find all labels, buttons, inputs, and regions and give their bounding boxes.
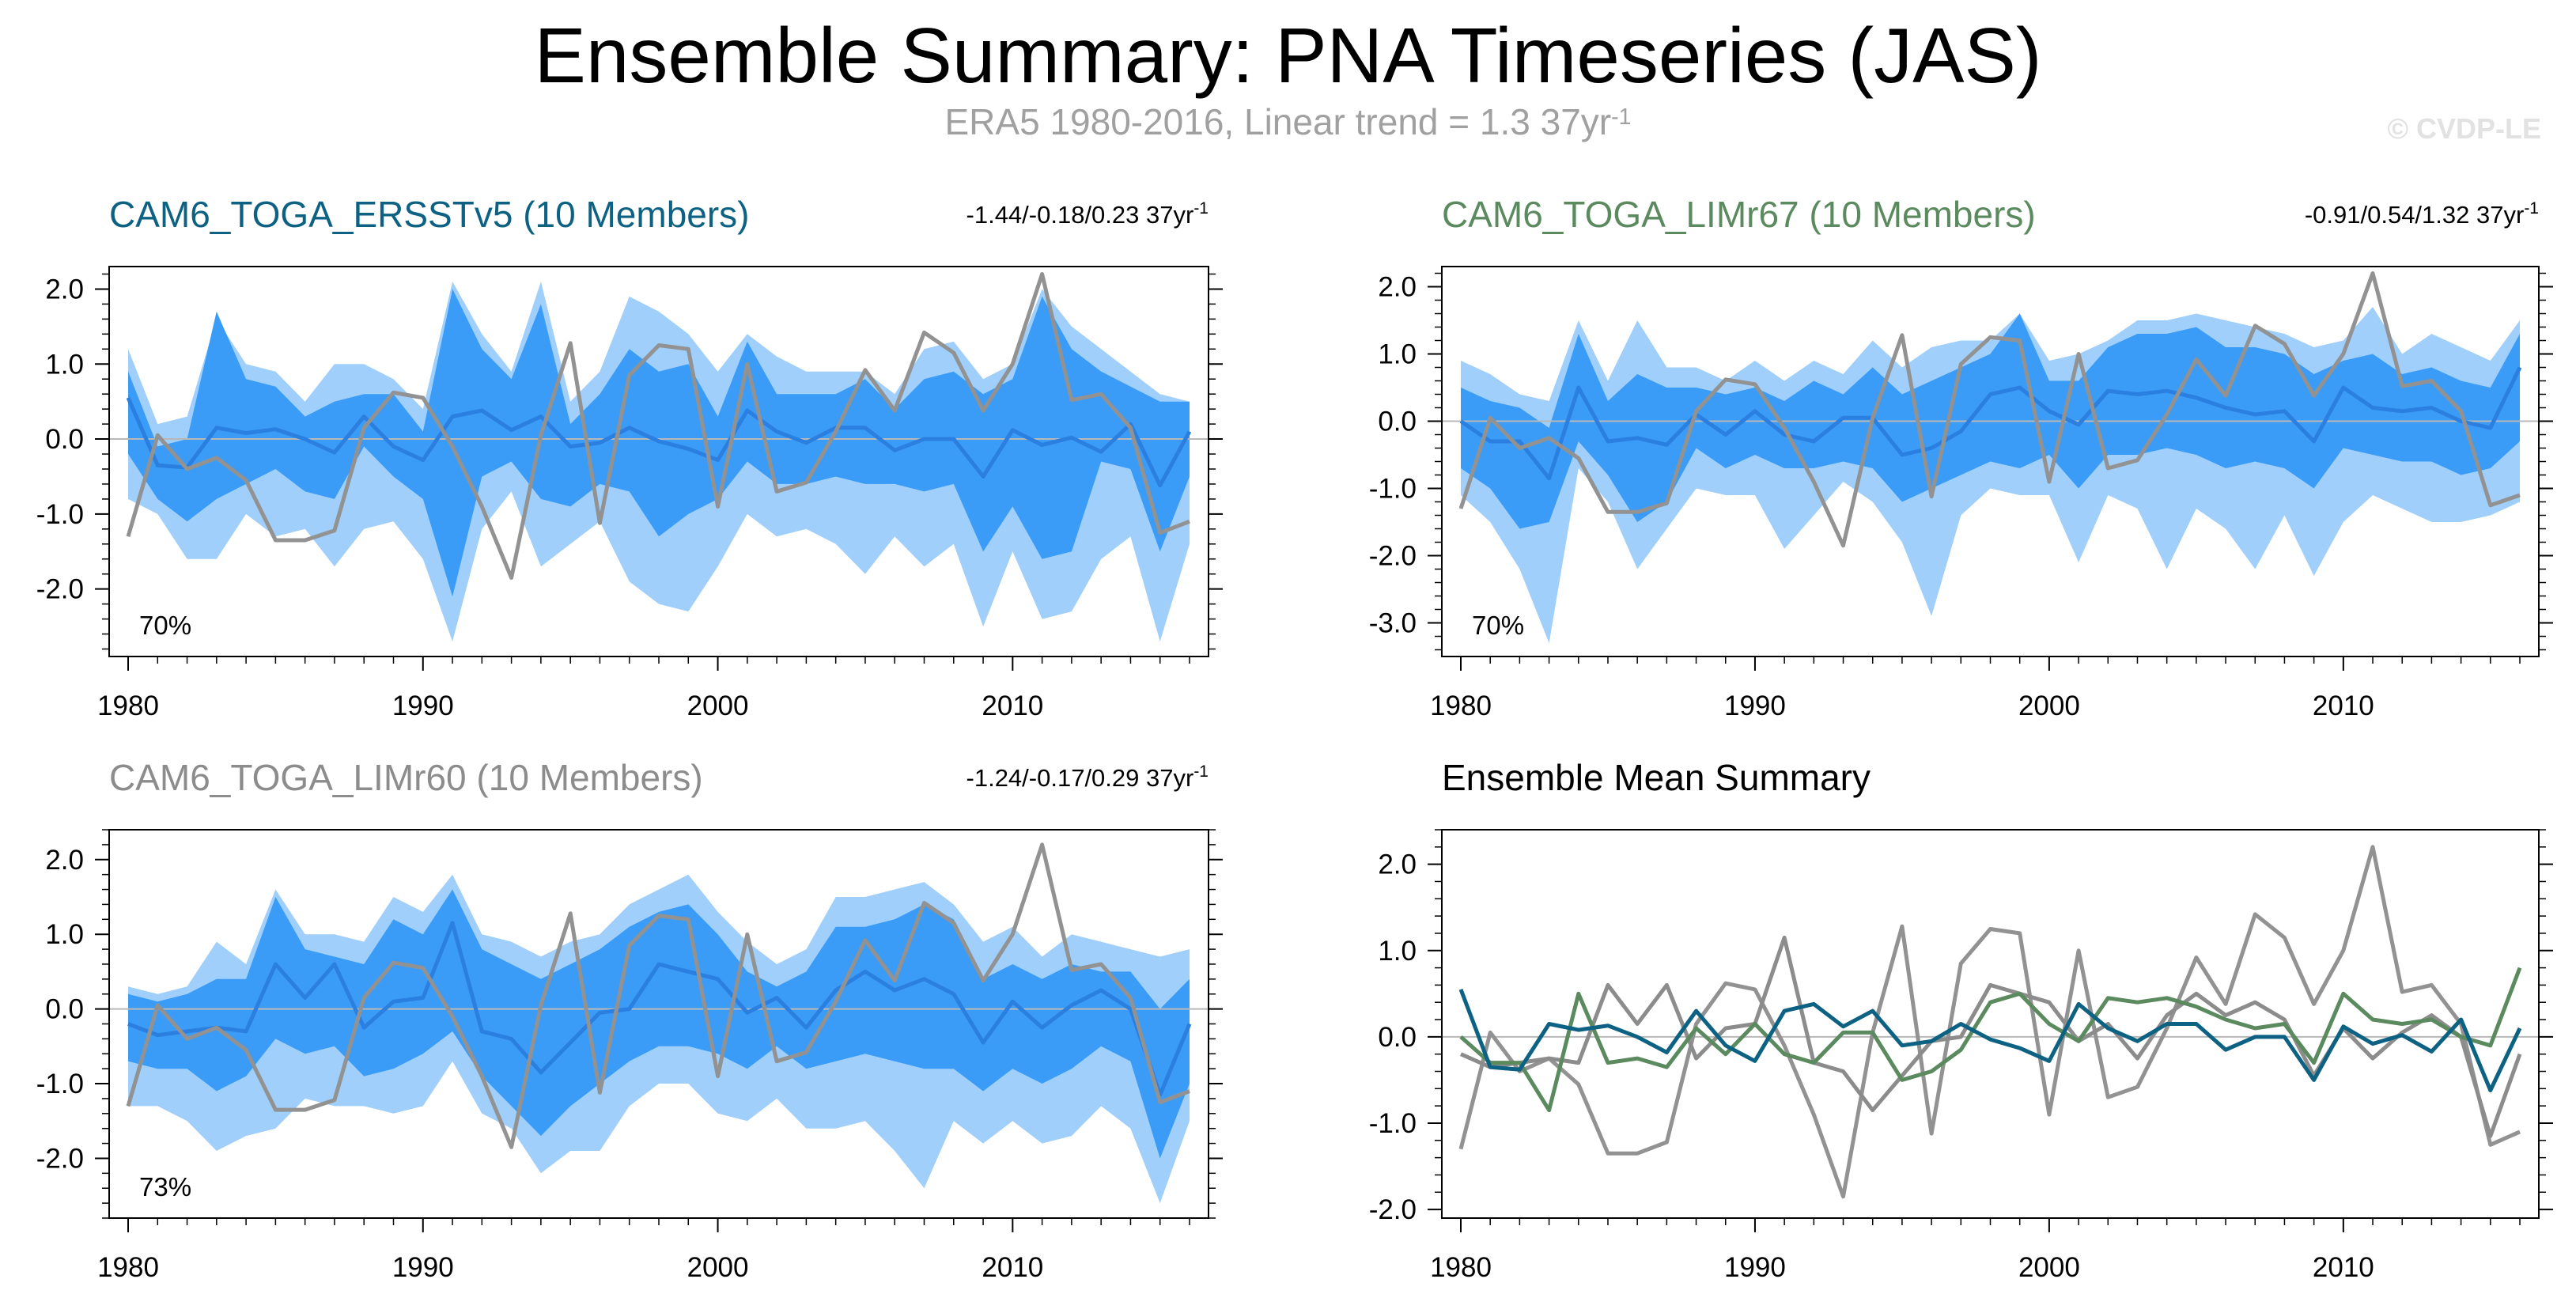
trend-stats-text: -0.91/0.54/1.32 37yr [2305,201,2524,229]
y-tick-label: -2.0 [36,574,84,605]
ensemble-mean-line [127,921,1192,1097]
y-tick-label: 0.0 [1378,407,1417,437]
panel-2: 2.0 1.0 0.0 -1.0 -2.0 -3.0 1980 1990 2000 2010 CAM… [1369,194,2553,721]
y-tick-label: 0.0 [1378,1022,1417,1053]
y-tick-label: -2.0 [1369,1194,1417,1225]
inner-spread-band [128,889,1190,1159]
era5-line [126,272,1190,580]
panel-trend-stats: -1.44/-0.18/0.23 37yr-1 [966,199,1209,229]
panel-1: 2.0 1.0 0.0 -1.0 -2.0 1980 1990 2000 2010 CAM6_TO… [36,194,1223,721]
percent-label: 73% [139,1172,191,1201]
panel-title: CAM6_TOGA_LIMr67 (10 Members) [1442,194,2036,235]
era5-line [1458,271,2521,548]
trend-stats-text: -1.44/-0.18/0.23 37yr [966,201,1194,229]
panel-3: 2.0 1.0 0.0 -1.0 -2.0 1980 1990 2000 2010 CAM6_TO… [36,757,1223,1283]
ensemble-mean-line [126,396,1192,488]
x-tick-label: 2000 [687,1252,749,1283]
x-tick-label: 1990 [392,1252,454,1283]
y-tick-label: 1.0 [1378,936,1417,967]
y-tick-label: 1.0 [45,349,84,380]
y-tick-label: -2.0 [36,1143,84,1174]
subtitle-superscript: -1 [1611,104,1632,131]
x-tick-label: 2010 [2313,1252,2374,1283]
trend-stats-text: -1.24/-0.17/0.29 37yr [966,764,1194,792]
era5-line [126,842,1190,1149]
x-tick-label: 1980 [97,691,159,721]
panel-title: Ensemble Mean Summary [1442,757,1871,798]
trend-stats-superscript: -1 [1193,199,1209,218]
panel-trend-stats: -1.24/-0.17/0.29 37yr-1 [966,762,1209,792]
y-tick-label: 2.0 [45,274,84,305]
y-tick-label: 0.0 [45,994,84,1025]
y-tick-label: -2.0 [1369,541,1417,572]
watermark: © CVDP-LE [2387,112,2541,145]
x-tick-label: 1980 [1430,1252,1492,1283]
series-line-3 [1459,967,2522,1113]
x-tick-label: 2000 [2018,691,2080,721]
y-tick-label: -1.0 [36,1069,84,1099]
x-tick-label: 1990 [1724,1252,1786,1283]
y-tick-label: 2.0 [1378,849,1417,880]
x-tick-label: 1980 [97,1252,159,1283]
panel-title: CAM6_TOGA_ERSSTv5 (10 Members) [109,194,750,235]
ensemble-mean-line [1459,366,2522,481]
y-tick-label: 1.0 [1378,339,1417,370]
x-tick-label: 2000 [687,691,749,721]
series-line-1 [1458,845,2521,1199]
page-subtitle: ERA5 1980-2016, Linear trend = 1.3 37yr-… [0,100,2576,143]
panel-title: CAM6_TOGA_LIMr60 (10 Members) [109,757,703,798]
x-tick-label: 1990 [1724,691,1786,721]
y-tick-label: 2.0 [45,845,84,876]
page-title: Ensemble Summary: PNA Timeseries (JAS) [534,12,2042,99]
subtitle-text: ERA5 1980-2016, Linear trend = 1.3 37yr [944,101,1612,142]
y-tick-label: -1.0 [36,499,84,530]
percent-label: 70% [1472,611,1524,640]
trend-stats-superscript: -1 [1193,762,1209,781]
x-tick-label: 1990 [392,691,454,721]
percent-label: 70% [139,611,191,640]
x-tick-label: 1980 [1430,691,1492,721]
y-tick-label: -1.0 [1369,1108,1417,1139]
trend-stats-superscript: -1 [2524,199,2539,218]
y-tick-label: 0.0 [45,424,84,455]
x-tick-label: 2010 [982,1252,1043,1283]
x-tick-label: 2010 [982,691,1043,721]
series-line-4 [1458,989,2522,1092]
x-tick-label: 2000 [2018,1252,2080,1283]
panel-trend-stats: -0.91/0.54/1.32 37yr-1 [2305,199,2539,229]
x-tick-label: 2010 [2313,691,2374,721]
y-tick-label: 2.0 [1378,272,1417,303]
y-tick-label: -1.0 [1369,474,1417,505]
panel-4: 2.0 1.0 0.0 -1.0 -2.0 1980 1990 2000 2010 Ensembl… [1369,757,2553,1283]
y-tick-label: -3.0 [1369,608,1417,639]
y-tick-label: 1.0 [45,919,84,950]
